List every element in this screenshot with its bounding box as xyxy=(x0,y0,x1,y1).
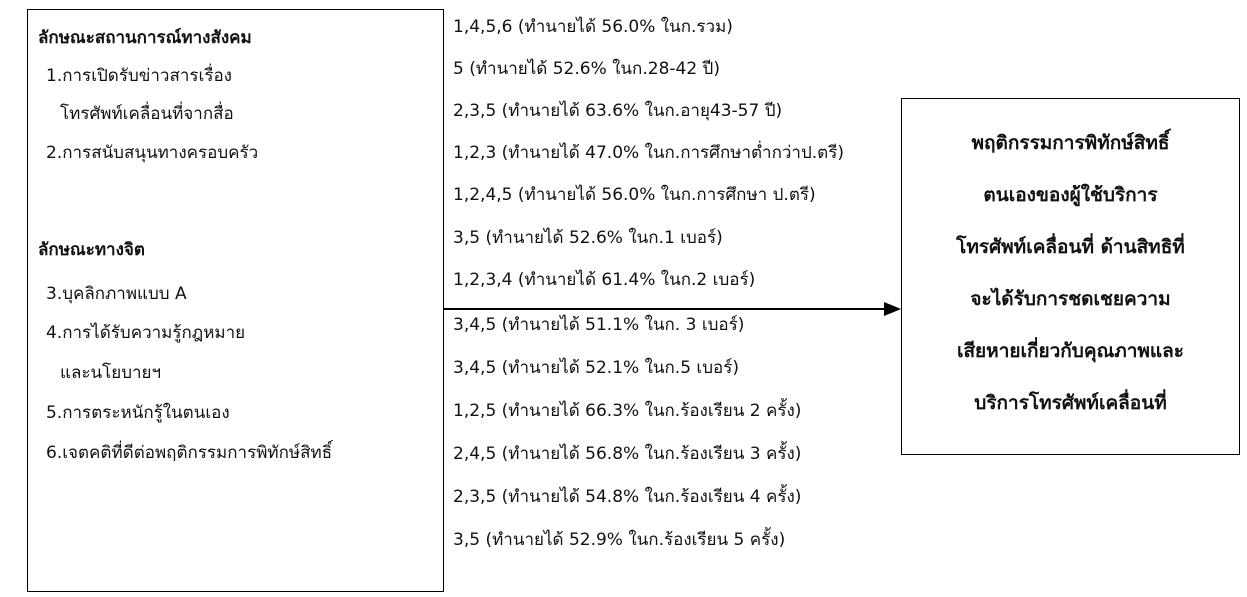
psych-item-6: 6.เจตคติที่ดีต่อพฤติกรรมการพิทักษ์สิทธิ์ xyxy=(46,443,333,463)
prediction-row: 3,5 (ทำนายได้ 52.9% ในก.ร้องเรียน 5 ครั้… xyxy=(453,530,786,550)
prediction-row: 1,4,5,6 (ทำนายได้ 56.0% ในก.รวม) xyxy=(453,17,733,37)
outcome-line: พฤติกรรมการพิทักษ์สิทธิ์ xyxy=(971,132,1170,154)
prediction-row: 1,2,5 (ทำนายได้ 66.3% ในก.ร้องเรียน 2 คร… xyxy=(453,401,802,421)
prediction-row: 3,4,5 (ทำนายได้ 51.1% ในก. 3 เบอร์) xyxy=(453,315,745,335)
psych-item-4-cont: และนโยบายฯ xyxy=(60,363,162,383)
social-section-title: ลักษณะสถานการณ์ทางสังคม xyxy=(38,28,252,48)
prediction-row: 1,2,3,4 (ทำนายได้ 61.4% ในก.2 เบอร์) xyxy=(453,270,756,290)
prediction-row: 5 (ทำนายได้ 52.6% ในก.28-42 ปี) xyxy=(453,59,720,79)
prediction-row: 1,2,3 (ทำนายได้ 47.0% ในก.การศึกษาต่ำกว่… xyxy=(453,143,844,163)
outcome-line: จะได้รับการชดเชยความ xyxy=(970,288,1171,310)
social-item-2: 2.การสนับสนุนทางครอบครัว xyxy=(46,143,259,163)
outcome-line: บริการโทรศัพท์เคลื่อนที่ xyxy=(974,392,1167,414)
prediction-row: 1,2,4,5 (ทำนายได้ 56.0% ในก.การศึกษา ป.ต… xyxy=(453,185,816,205)
arrow-head xyxy=(884,302,901,316)
outcome-line: ตนเองของผู้ใช้บริการ xyxy=(983,184,1158,206)
psych-item-5: 5.การตระหนักรู้ในตนเอง xyxy=(46,403,230,423)
prediction-row: 2,4,5 (ทำนายได้ 56.8% ในก.ร้องเรียน 3 คร… xyxy=(453,444,802,464)
independent-variables-box xyxy=(27,9,444,592)
psych-item-3: 3.บุคลิกภาพแบบ A xyxy=(46,284,187,304)
dependent-variable-box: พฤติกรรมการพิทักษ์สิทธิ์ ตนเองของผู้ใช้บ… xyxy=(901,98,1240,455)
outcome-line: เสียหายเกี่ยวกับคุณภาพและ xyxy=(956,340,1185,362)
outcome-line: โทรศัพท์เคลื่อนที่ ด้านสิทธิที่ xyxy=(956,236,1185,258)
psych-item-4: 4.การได้รับความรู้กฎหมาย xyxy=(46,323,246,343)
prediction-row: 3,5 (ทำนายได้ 52.6% ในก.1 เบอร์) xyxy=(453,228,723,248)
prediction-row: 3,4,5 (ทำนายได้ 52.1% ในก.5 เบอร์) xyxy=(453,358,739,378)
prediction-row: 2,3,5 (ทำนายได้ 54.8% ในก.ร้องเรียน 4 คร… xyxy=(453,487,802,507)
social-item-1-cont: โทรศัพท์เคลื่อนที่จากสื่อ xyxy=(60,104,234,124)
social-item-1: 1.การเปิดรับข่าวสารเรื่อง xyxy=(46,66,232,86)
prediction-row: 2,3,5 (ทำนายได้ 63.6% ในก.อายุ43-57 ปี) xyxy=(453,101,783,121)
psych-section-title: ลักษณะทางจิต xyxy=(38,240,145,260)
